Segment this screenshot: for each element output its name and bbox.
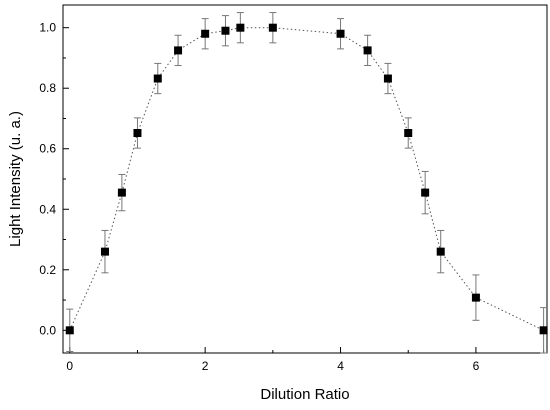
y-tick-label: 1.0 <box>39 21 56 35</box>
y-axis-title: Light Intensity (u. a.) <box>7 111 24 247</box>
data-point <box>539 326 548 335</box>
y-tick-label: 0.4 <box>39 202 56 216</box>
y-tick-label: 0.6 <box>39 142 56 156</box>
y-tick-label: 0.0 <box>39 323 56 337</box>
x-tick-label: 4 <box>337 359 344 373</box>
data-point <box>363 46 372 55</box>
data-point <box>221 26 230 35</box>
data-point <box>336 29 345 38</box>
data-point <box>421 188 430 197</box>
data-point <box>65 326 74 335</box>
data-point <box>236 23 245 32</box>
data-point <box>383 74 392 83</box>
data-point <box>436 247 445 256</box>
data-point <box>404 129 413 138</box>
data-point <box>471 293 480 302</box>
y-tick-label: 0.8 <box>39 81 56 95</box>
ticks-layer: 0 2 4 6 0.0 0.2 0.4 0.6 0.8 1.0 <box>39 21 545 373</box>
data-point <box>174 46 183 55</box>
y-tick-label: 0.2 <box>39 263 56 277</box>
x-tick-label: 2 <box>202 359 209 373</box>
x-axis-title: Dilution Ratio <box>260 386 349 403</box>
data-point <box>100 247 109 256</box>
series-layer <box>65 12 548 354</box>
x-tick-label: 0 <box>66 359 73 373</box>
data-point <box>153 74 162 83</box>
data-point <box>117 188 126 197</box>
series-line <box>69 27 544 331</box>
x-tick-label: 6 <box>473 359 480 373</box>
data-point <box>268 23 277 32</box>
data-point <box>133 129 142 138</box>
data-point <box>201 29 210 38</box>
